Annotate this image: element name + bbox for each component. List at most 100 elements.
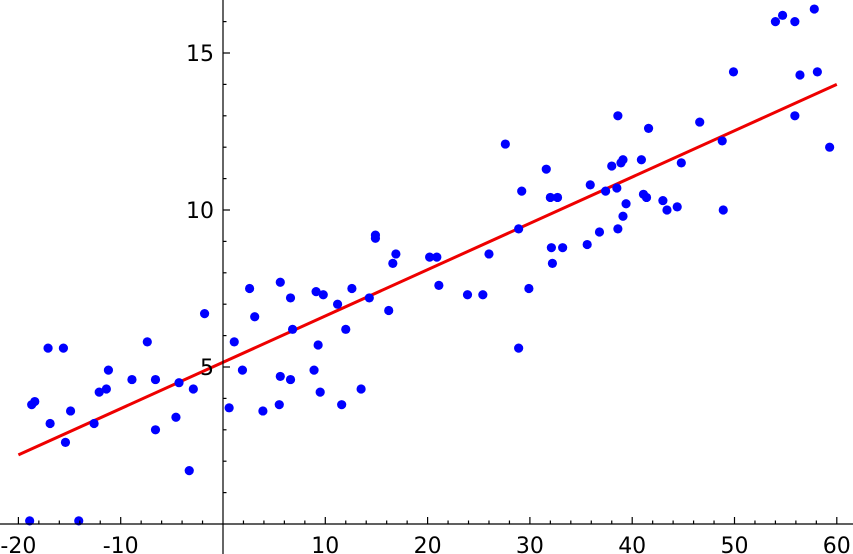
data-point (425, 252, 435, 262)
data-point (275, 277, 285, 287)
data-point (618, 155, 628, 165)
data-point (434, 280, 444, 290)
data-point (500, 139, 510, 149)
data-point (184, 466, 194, 476)
y-tick-label: 10 (186, 199, 214, 224)
data-point (309, 365, 319, 375)
y-tick-label: 5 (200, 356, 214, 381)
data-point (812, 67, 822, 77)
data-point (285, 293, 296, 303)
data-point (287, 324, 298, 334)
data-point (171, 412, 181, 422)
data-point (237, 365, 248, 375)
data-point (101, 384, 111, 394)
data-point (347, 283, 357, 294)
x-tick-label: -20 (0, 534, 36, 554)
data-point (795, 70, 805, 80)
data-point (74, 516, 84, 526)
data-point (388, 258, 398, 268)
data-point (582, 239, 592, 250)
data-point (770, 17, 781, 27)
x-tick-label: 20 (414, 534, 442, 554)
data-point (188, 384, 198, 394)
x-tick-label: -10 (103, 534, 139, 554)
regression-line-layer (17, 83, 838, 457)
data-point (546, 243, 556, 253)
data-points-layer (25, 4, 835, 526)
data-point (274, 400, 284, 410)
data-point (142, 337, 152, 347)
data-point (103, 365, 114, 375)
data-point (658, 195, 668, 206)
y-ticks: 5 10 15 (186, 21, 230, 494)
data-point (621, 199, 631, 209)
data-point (618, 211, 628, 221)
data-point (462, 290, 473, 300)
data-point (517, 186, 527, 196)
data-point (718, 205, 728, 215)
data-point (244, 283, 255, 294)
data-point (275, 371, 285, 382)
data-point (478, 290, 488, 300)
data-point (552, 192, 563, 203)
data-point (313, 340, 323, 350)
data-point (545, 192, 555, 203)
data-point (30, 396, 40, 407)
data-point (547, 258, 558, 268)
y-tick-label: 15 (186, 42, 214, 67)
data-point (89, 418, 99, 429)
data-point (311, 287, 321, 297)
data-point (370, 233, 381, 243)
x-tick-label: 60 (823, 534, 851, 554)
data-point (250, 312, 260, 322)
data-point (341, 324, 351, 334)
data-point (585, 180, 595, 190)
data-point (65, 406, 76, 416)
data-point (484, 249, 494, 259)
x-ticks: -20 -10 10 20 30 40 50 60 (0, 517, 851, 554)
data-point (514, 224, 524, 234)
data-point (717, 136, 727, 146)
data-point (643, 123, 654, 133)
data-point (695, 117, 705, 127)
data-point (229, 337, 239, 347)
regression-line (17, 83, 838, 457)
data-point (790, 111, 800, 121)
data-point (432, 252, 442, 262)
data-point (199, 309, 210, 319)
x-tick-label: 40 (618, 534, 646, 554)
data-point (45, 418, 55, 429)
data-point (384, 305, 394, 316)
x-tick-label: 10 (311, 534, 339, 554)
data-point (332, 299, 343, 309)
data-point (636, 155, 647, 165)
data-point (607, 161, 617, 171)
data-point (127, 374, 137, 385)
data-point (318, 290, 328, 300)
data-point (809, 4, 819, 14)
x-tick-label: 50 (721, 534, 749, 554)
data-point (150, 374, 161, 385)
data-point (224, 403, 234, 413)
data-point (612, 183, 622, 193)
data-point (150, 425, 161, 435)
data-point (337, 400, 347, 410)
data-point (43, 343, 53, 353)
data-point (258, 406, 268, 416)
data-point (672, 202, 682, 212)
data-point (662, 205, 672, 215)
data-point (356, 384, 366, 394)
data-point (391, 249, 401, 259)
data-point (514, 343, 524, 353)
data-point (315, 387, 325, 397)
data-point (174, 378, 184, 388)
data-point (364, 293, 374, 303)
data-point (524, 283, 534, 294)
data-point (777, 10, 788, 20)
data-point (613, 111, 623, 121)
data-point (285, 374, 296, 385)
data-point (594, 227, 605, 237)
data-point (558, 243, 568, 253)
